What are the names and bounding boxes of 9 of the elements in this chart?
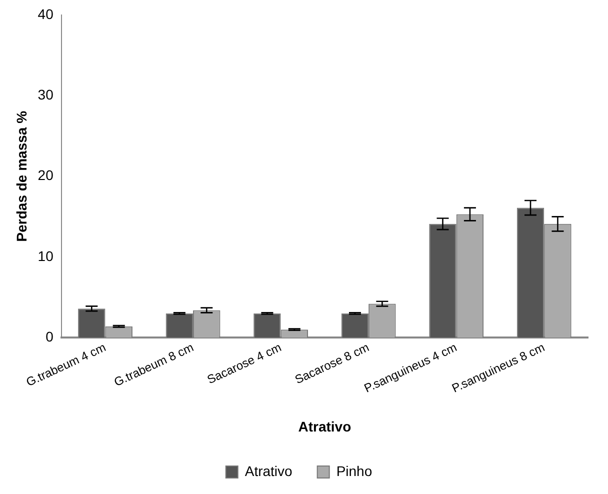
y-tick-label: 0 — [46, 328, 54, 345]
legend-label: Pinho — [336, 462, 372, 479]
y-tick-label: 20 — [38, 167, 54, 184]
y-axis-title: Perdas de massa % — [13, 110, 30, 242]
legend-label: Atrativo — [244, 462, 293, 479]
x-axis-title: Atrativo — [298, 418, 352, 434]
y-tick-label: 10 — [38, 248, 54, 264]
y-tick-label: 40 — [38, 6, 54, 22]
y-tick-label: 30 — [38, 86, 54, 103]
